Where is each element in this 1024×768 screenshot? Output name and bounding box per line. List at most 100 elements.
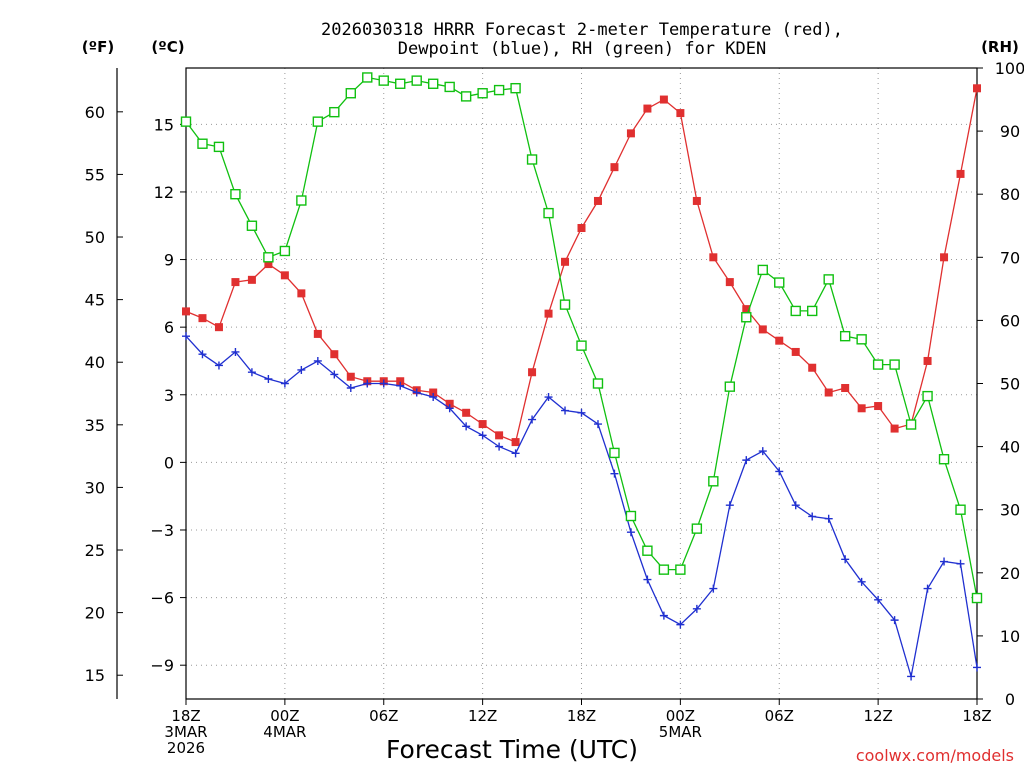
- fahrenheit-tick-label: 50: [85, 228, 105, 247]
- dewpoint-point: [907, 672, 916, 681]
- temperature-point: [841, 384, 850, 393]
- celsius-tick-label: 15: [154, 115, 174, 134]
- rh-point: [839, 330, 851, 342]
- temperature-point: [462, 408, 471, 417]
- dewpoint-point: [659, 611, 668, 620]
- rh-point: [691, 523, 703, 534]
- time-tick-label: 12Z: [468, 707, 497, 725]
- fahrenheit-tick-label: 20: [85, 604, 105, 623]
- temperature-point: [758, 325, 767, 334]
- dewpoint-point: [330, 370, 339, 379]
- dewpoint-point: [511, 449, 520, 458]
- rh-point: [576, 340, 587, 351]
- time-tick-label: 06Z: [765, 707, 794, 725]
- temperature-point: [182, 307, 190, 316]
- dewpoint-point: [775, 467, 784, 476]
- dewpoint-point: [742, 456, 751, 465]
- celsius-tick-label: 6: [164, 318, 174, 337]
- rh-tick-label: 30: [1000, 501, 1020, 520]
- rh-point: [395, 78, 406, 89]
- dewpoint-point: [956, 559, 965, 568]
- rh-tick-label: 40: [1000, 438, 1020, 457]
- temperature-point: [511, 438, 520, 447]
- celsius-tick-label: 3: [164, 386, 174, 405]
- time-tick-label: 18Z: [171, 707, 200, 725]
- rh-point: [312, 116, 324, 127]
- rh-series: [180, 72, 983, 604]
- rh-point: [493, 84, 505, 96]
- temperature-point: [676, 109, 685, 118]
- dewpoint-point: [280, 379, 289, 388]
- celsius-tick-label: −3: [150, 521, 174, 540]
- temperature-point: [659, 95, 668, 104]
- rh-point: [411, 75, 422, 86]
- dewpoint-point: [462, 422, 471, 431]
- dewpoint-point: [577, 408, 586, 417]
- temperature-point: [280, 271, 289, 280]
- rh-point: [230, 188, 241, 200]
- rh-point: [526, 154, 538, 165]
- rh-point: [197, 138, 208, 149]
- rh-point: [905, 419, 917, 430]
- temperature-point: [330, 350, 339, 359]
- dewpoint-point: [379, 379, 388, 388]
- temperature-point: [791, 347, 800, 356]
- dewpoint-point: [363, 379, 372, 388]
- temperature-point: [808, 363, 817, 372]
- rh-point: [246, 220, 258, 231]
- rh-point: [955, 504, 966, 515]
- dewpoint-point: [478, 431, 487, 440]
- chart-title: 2026030318 HRRR Forecast 2-meter Tempera…: [321, 20, 843, 40]
- rh-point: [642, 545, 653, 556]
- temperature-point: [231, 278, 240, 287]
- dewpoint-point: [528, 415, 537, 424]
- rh-point: [757, 264, 768, 276]
- temperature-point: [824, 388, 833, 397]
- temperature-point: [544, 309, 553, 318]
- dewpoint-point: [346, 384, 355, 393]
- dewpoint-point: [923, 584, 932, 593]
- fahrenheit-tick-label: 25: [85, 541, 105, 560]
- time-tick-label: 18Z: [962, 707, 991, 725]
- dewpoint-point: [791, 501, 800, 510]
- rh-point: [378, 75, 389, 86]
- dewpoint-point: [247, 368, 256, 377]
- rh-point: [444, 81, 455, 93]
- temperature-point: [264, 260, 273, 269]
- temperature-point: [709, 253, 718, 262]
- fahrenheit-tick-label: 30: [85, 478, 105, 497]
- dewpoint-point: [214, 361, 223, 370]
- rh-tick-label: 100: [995, 59, 1024, 78]
- rh-point: [543, 207, 554, 219]
- rh-tick-label: 10: [1000, 627, 1020, 646]
- rh-point: [263, 252, 274, 263]
- rh-point: [774, 277, 785, 288]
- rh-point: [609, 447, 620, 459]
- time-tick-label: 18Z: [567, 707, 596, 725]
- temperature-point: [725, 278, 734, 287]
- temperature-point: [429, 388, 438, 397]
- time-tick-label: 12Z: [863, 707, 892, 725]
- dewpoint-point: [626, 528, 635, 537]
- dewpoint-series: [182, 332, 981, 681]
- temperature-point: [890, 424, 899, 433]
- rh-tick-label: 60: [1000, 311, 1020, 330]
- rh-point: [345, 88, 356, 99]
- temperature-line: [185, 88, 978, 443]
- rh-point: [279, 245, 291, 257]
- temperature-point: [973, 84, 981, 93]
- temperature-point: [495, 431, 504, 440]
- time-tick-label: 00Z: [666, 707, 695, 725]
- rh-tick-label: 50: [1000, 375, 1020, 394]
- dewpoint-point: [725, 501, 734, 510]
- temperature-point: [643, 104, 652, 113]
- time-tick-label: 3MAR: [164, 723, 207, 741]
- dewpoint-point: [313, 356, 322, 365]
- rh-point: [856, 334, 867, 345]
- dewpoint-point: [429, 393, 438, 402]
- dewpoint-point: [709, 584, 718, 593]
- temperature-point: [775, 336, 784, 345]
- gridlines: [186, 68, 977, 699]
